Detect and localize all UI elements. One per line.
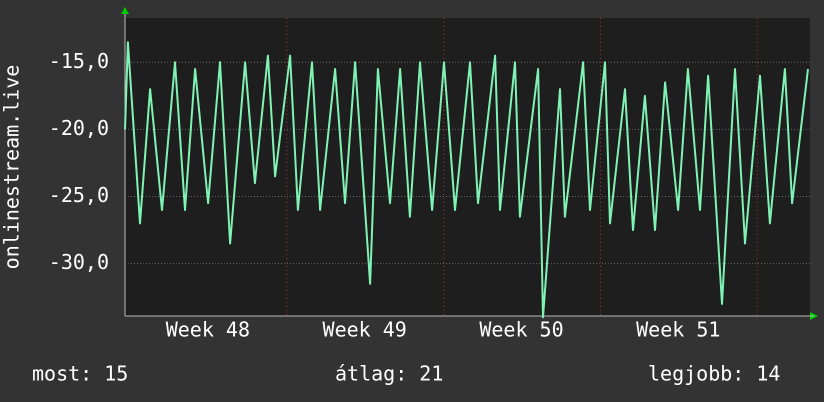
x-tick-label: Week 49 (323, 318, 407, 342)
footer-stat: átlag: 21 (335, 362, 443, 386)
y-axis-label: onlinestream.live (0, 65, 24, 270)
x-tick-label: Week 50 (479, 318, 563, 342)
y-tick-label: -20,0 (49, 116, 109, 140)
footer-stat: legjobb: 14 (648, 362, 780, 386)
y-tick-label: -15,0 (49, 49, 109, 73)
line-series (124, 41, 809, 319)
axis-arrow (121, 7, 129, 14)
x-tick-label: Week 51 (636, 318, 720, 342)
y-tick-label: -30,0 (49, 250, 109, 274)
y-tick-label: -25,0 (49, 183, 109, 207)
footer-stat: most: 15 (32, 362, 128, 386)
x-tick-label: Week 48 (166, 318, 250, 342)
